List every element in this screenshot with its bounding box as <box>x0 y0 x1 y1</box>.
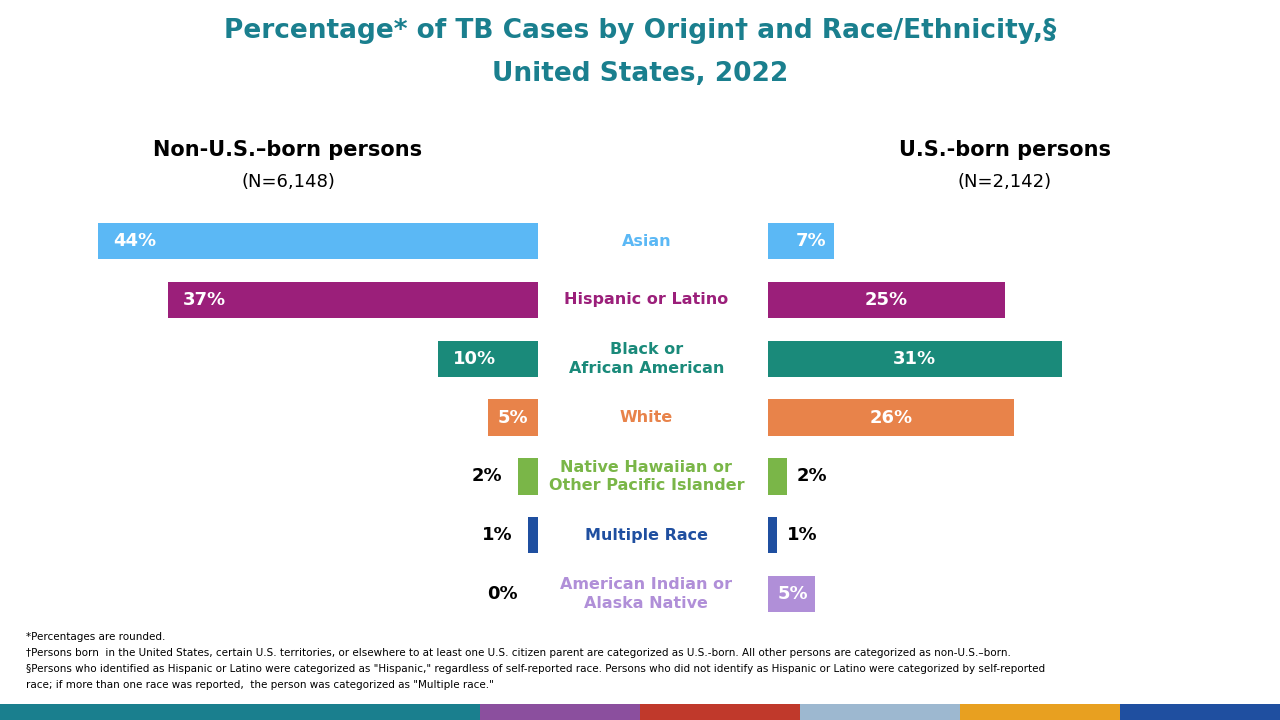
Text: †Persons born  in the United States, certain U.S. territories, or elsewhere to a: †Persons born in the United States, cert… <box>26 648 1010 658</box>
Bar <box>160 704 320 720</box>
Text: (N=2,142): (N=2,142) <box>957 173 1052 191</box>
Bar <box>517 458 538 495</box>
Bar <box>800 704 960 720</box>
Text: 0%: 0% <box>486 585 517 603</box>
Bar <box>480 704 640 720</box>
Text: 1%: 1% <box>483 526 512 544</box>
Text: 2%: 2% <box>796 467 827 485</box>
Text: 5%: 5% <box>777 585 808 603</box>
Text: 2%: 2% <box>472 467 503 485</box>
Text: Black or
African American: Black or African American <box>568 342 724 376</box>
Bar <box>488 400 538 436</box>
Bar <box>768 223 835 259</box>
Bar <box>768 517 777 554</box>
Text: American Indian or
Alaska Native: American Indian or Alaska Native <box>561 577 732 611</box>
Bar <box>768 458 787 495</box>
Bar <box>640 704 800 720</box>
Text: White: White <box>620 410 673 425</box>
Text: Multiple Race: Multiple Race <box>585 528 708 543</box>
Text: 31%: 31% <box>893 350 937 368</box>
Text: §Persons who identified as Hispanic or Latino were categorized as "Hispanic," re: §Persons who identified as Hispanic or L… <box>26 664 1044 674</box>
Text: Percentage* of TB Cases by Origin† and Race/Ethnicity,§: Percentage* of TB Cases by Origin† and R… <box>224 18 1056 44</box>
Text: 10%: 10% <box>453 350 495 368</box>
Text: 37%: 37% <box>183 291 227 309</box>
Text: Non-U.S.–born persons: Non-U.S.–born persons <box>154 140 422 161</box>
Bar <box>320 704 480 720</box>
Text: 44%: 44% <box>113 232 156 250</box>
Bar <box>527 517 538 554</box>
Bar <box>168 282 538 318</box>
Bar <box>0 704 160 720</box>
Bar <box>768 576 815 612</box>
Text: (N=6,148): (N=6,148) <box>241 173 335 191</box>
Text: Asian: Asian <box>622 234 671 248</box>
Bar <box>1120 704 1280 720</box>
Text: 26%: 26% <box>869 408 913 426</box>
Text: Native Hawaiian or
Other Pacific Islander: Native Hawaiian or Other Pacific Islande… <box>549 459 744 493</box>
Bar <box>768 341 1061 377</box>
Text: 1%: 1% <box>787 526 818 544</box>
Bar <box>99 223 538 259</box>
Text: *Percentages are rounded.: *Percentages are rounded. <box>26 632 165 642</box>
Bar <box>438 341 538 377</box>
Text: 7%: 7% <box>796 232 827 250</box>
Text: U.S.-born persons: U.S.-born persons <box>899 140 1111 161</box>
Text: 5%: 5% <box>498 408 527 426</box>
Text: 25%: 25% <box>865 291 908 309</box>
Bar <box>768 400 1014 436</box>
Text: Hispanic or Latino: Hispanic or Latino <box>564 292 728 307</box>
Bar <box>768 282 1005 318</box>
Text: race; if more than one race was reported,  the person was categorized as "Multip: race; if more than one race was reported… <box>26 680 494 690</box>
Text: United States, 2022: United States, 2022 <box>492 61 788 87</box>
Bar <box>960 704 1120 720</box>
